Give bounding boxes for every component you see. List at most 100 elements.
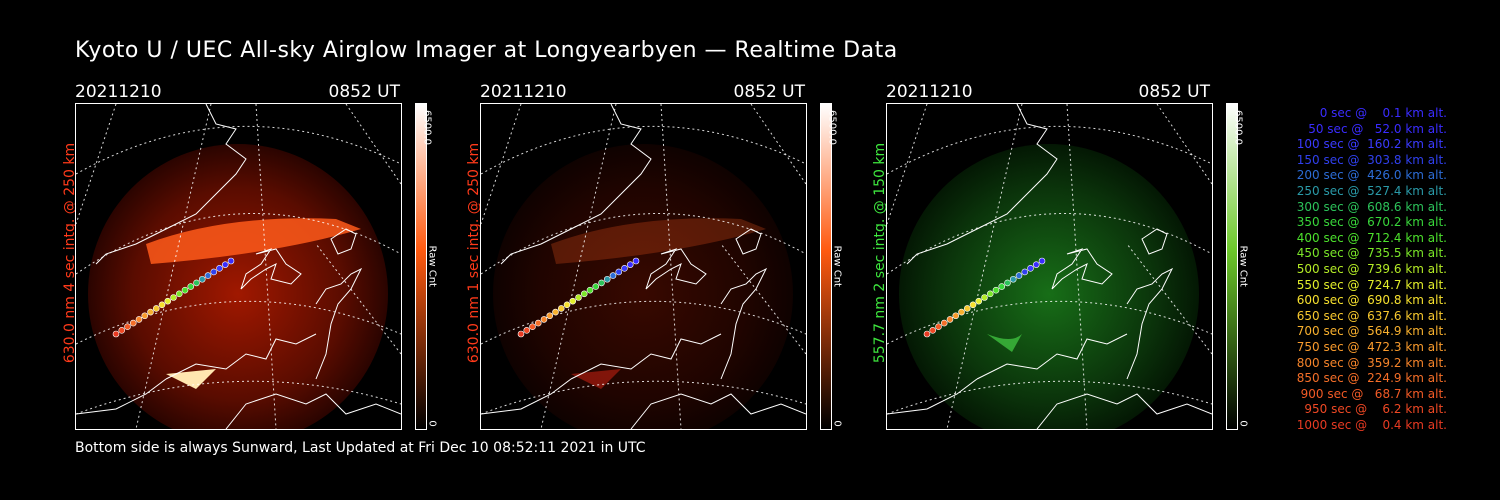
panel-3-cbar-min: 0 [1237, 420, 1249, 427]
legend-row: 550 sec @ 724.7 km alt. [1296, 277, 1447, 292]
last-updated-footer: Bottom side is always Sunward, Last Upda… [75, 440, 646, 456]
trajectory-dot [170, 294, 177, 301]
trajectory-dot [609, 272, 617, 279]
panel-2-date: 20211210 [480, 82, 567, 102]
sky-disk [899, 144, 1199, 429]
trajectory-dot [112, 330, 120, 338]
trajectory-dot [923, 330, 931, 338]
panel-2-colorbar [820, 103, 832, 430]
trajectory-dot [586, 286, 594, 294]
trajectory-dot [540, 316, 548, 323]
legend-row: 450 sec @ 735.5 km alt. [1296, 246, 1447, 261]
trajectory-dot [1009, 275, 1017, 283]
trajectory-dot [147, 308, 154, 316]
panel-2-cbar-max: 6500.0 [826, 110, 838, 145]
panel-2-time: 0852 UT [733, 82, 806, 102]
panel-3-allsky-image [886, 103, 1213, 430]
sky-disk [88, 144, 388, 429]
trajectory-dot [940, 319, 948, 327]
trajectory-dot [221, 261, 229, 268]
panel-1-time: 0852 UT [328, 82, 401, 102]
trajectory-dot [598, 279, 605, 287]
legend-row: 150 sec @ 303.8 km alt. [1296, 152, 1447, 167]
coastline [481, 104, 806, 429]
trajectory-dot [517, 330, 525, 338]
trajectory-dot [529, 323, 536, 330]
trajectory-dot [603, 275, 611, 283]
legend-row: 700 sec @ 564.9 km alt. [1296, 324, 1447, 339]
legend-row: 900 sec @ 68.7 km alt. [1300, 386, 1447, 401]
trajectory-dot [975, 297, 983, 305]
trajectory-dot [946, 316, 954, 323]
legend-row: 50 sec @ 52.0 km alt. [1308, 121, 1447, 136]
panel-1-date: 20211210 [75, 82, 162, 102]
trajectory [923, 257, 1046, 338]
trajectory-dot [546, 312, 554, 320]
panel-1-cbar-unit: Raw Cnt [426, 245, 438, 287]
panel-2-cbar-unit: Raw Cnt [831, 245, 843, 287]
panel-1-map [76, 104, 401, 429]
panel-2-allsky-image [480, 103, 807, 430]
bright-spot [166, 369, 216, 389]
trajectory-dot [929, 327, 937, 334]
lat-lon-grid [887, 104, 1212, 429]
aurora-band [551, 218, 766, 264]
trajectory [112, 257, 235, 338]
bright-spot [571, 369, 621, 389]
panel-3-time: 0852 UT [1138, 82, 1211, 102]
trajectory-dot [141, 312, 149, 320]
trajectory-dot [632, 257, 640, 265]
trajectory-dot [158, 301, 166, 309]
trajectory-dot [216, 265, 223, 272]
trajectory-dot [958, 308, 965, 316]
legend-row: 300 sec @ 608.6 km alt. [1296, 199, 1447, 214]
trajectory-dot [615, 268, 623, 276]
trajectory-dot [227, 257, 235, 265]
legend-row: 750 sec @ 472.3 km alt. [1296, 339, 1447, 354]
trajectory-dot [580, 290, 588, 298]
trajectory-dot [626, 261, 634, 268]
lat-lon-grid [76, 104, 401, 429]
trajectory-dot [198, 275, 206, 283]
trajectory-legend: 0 sec @ 0.1 km alt. 50 sec @ 52.0 km alt.… [1262, 106, 1447, 433]
panel-3-date: 20211210 [886, 82, 973, 102]
trajectory-dot [935, 323, 942, 330]
legend-row: 100 sec @ 160.2 km alt. [1296, 137, 1447, 152]
trajectory-dot [1015, 272, 1023, 279]
panel-3-map [887, 104, 1212, 429]
panel-1-cbar-max: 6500.0 [421, 110, 433, 145]
trajectory-dot [563, 301, 571, 309]
panel-3-colorbar [1226, 103, 1238, 430]
trajectory-dot [1027, 265, 1034, 272]
trajectory-dot [1021, 268, 1029, 276]
legend-row: 200 sec @ 426.0 km alt. [1296, 168, 1447, 183]
sky-disk [493, 144, 793, 429]
trajectory-dot [1038, 257, 1046, 265]
trajectory-dot [992, 286, 1000, 294]
trajectory-dot [164, 297, 172, 305]
trajectory-dot [1004, 279, 1011, 287]
trajectory-dot [998, 283, 1006, 290]
trajectory-dot [969, 301, 977, 309]
legend-row: 500 sec @ 739.6 km alt. [1296, 261, 1447, 276]
legend-row: 600 sec @ 690.8 km alt. [1296, 293, 1447, 308]
trajectory-dot [986, 290, 994, 298]
legend-row: 400 sec @ 712.4 km alt. [1296, 230, 1447, 245]
page-title: Kyoto U / UEC All-sky Airglow Imager at … [75, 38, 898, 63]
trajectory-dot [210, 268, 218, 276]
trajectory-dot [552, 308, 559, 316]
legend-row: 800 sec @ 359.2 km alt. [1296, 355, 1447, 370]
panel-1-allsky-image [75, 103, 402, 430]
trajectory-dot [118, 327, 126, 334]
panel-1-colorbar [415, 103, 427, 430]
trajectory-dot [124, 323, 131, 330]
trajectory-dot [621, 265, 628, 272]
trajectory-dot [1032, 261, 1040, 268]
trajectory-dot [575, 294, 582, 301]
legend-row: 1000 sec @ 0.4 km alt. [1296, 417, 1447, 432]
panel-1-cbar-min: 0 [426, 420, 438, 427]
legend-row: 850 sec @ 224.9 km alt. [1296, 371, 1447, 386]
trajectory-dot [523, 327, 531, 334]
coastline [887, 104, 1212, 429]
trajectory-dot [569, 297, 577, 305]
